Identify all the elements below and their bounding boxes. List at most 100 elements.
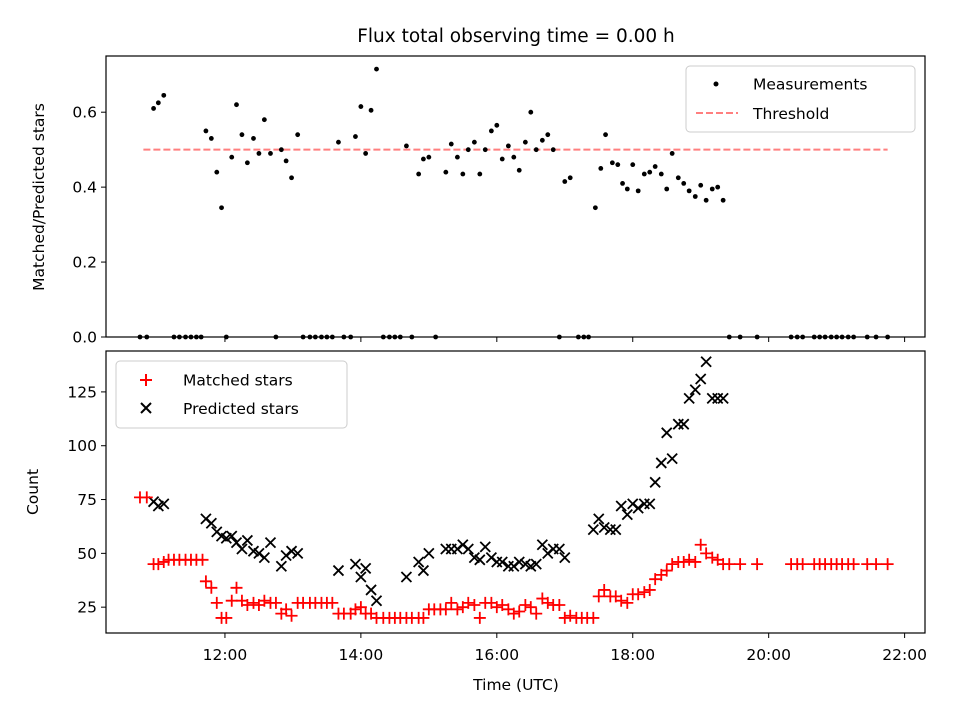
predicted-point	[615, 500, 627, 512]
measurement-point	[839, 334, 845, 340]
measurement-point	[703, 197, 709, 203]
matched-point	[592, 590, 605, 603]
measurement-point	[505, 143, 511, 149]
legend-threshold-label: Threshold	[752, 105, 829, 123]
measurement-point	[278, 147, 284, 153]
measurement-point	[137, 334, 143, 340]
predicted-point	[553, 543, 565, 555]
matched-point	[677, 555, 690, 568]
measurement-point	[885, 334, 891, 340]
measurement-point	[329, 334, 335, 340]
matched-point	[490, 601, 503, 614]
measurement-point	[477, 171, 483, 177]
matched-point	[225, 594, 238, 607]
measurement-point	[635, 188, 641, 194]
matched-point	[354, 601, 367, 614]
predicted-point	[695, 373, 707, 385]
measurement-point	[234, 102, 239, 108]
ratio-y-tick-label: 0.6	[72, 104, 97, 122]
measurement-point	[658, 171, 664, 177]
matched-point	[519, 599, 532, 612]
predicted-point	[423, 547, 435, 559]
measurement-point	[448, 141, 454, 147]
measurement-point	[562, 179, 568, 184]
measurement-point	[675, 175, 681, 181]
matched-point	[541, 596, 554, 609]
matched-point	[615, 594, 628, 607]
predicted-point	[158, 498, 170, 510]
measurement-point	[630, 162, 636, 168]
measurement-point	[845, 334, 851, 340]
matched-point	[507, 607, 520, 620]
matched-point	[280, 603, 293, 616]
ratio-y-tick-label: 0.0	[72, 329, 97, 347]
measurement-point	[567, 175, 573, 181]
measurement-point	[353, 134, 358, 139]
matched-point	[530, 607, 543, 620]
measurement-point	[817, 334, 823, 340]
measurement-point	[208, 136, 214, 141]
matched-point	[558, 611, 571, 624]
measurement-point	[454, 154, 460, 160]
measurement-point	[319, 334, 324, 340]
measurement-point	[363, 151, 369, 156]
measurement-point	[652, 164, 658, 169]
predicted-point	[285, 545, 298, 557]
measurement-point	[465, 147, 471, 153]
measurement-point	[664, 186, 670, 192]
ratio-y-axis-label: Matched/Predicted stars	[30, 103, 48, 291]
matched-point	[349, 603, 362, 616]
measurement-point	[348, 334, 354, 340]
predicted-point	[513, 556, 525, 568]
measurement-point	[726, 334, 732, 340]
x-tick-label: 16:00	[474, 646, 519, 664]
measurement-point	[336, 139, 341, 145]
measurement-point	[177, 334, 182, 340]
measurement-point	[397, 334, 403, 340]
predicted-point	[678, 418, 690, 430]
ratio-legend: Measurements Threshold	[685, 65, 916, 133]
matched-point	[847, 558, 860, 571]
measurement-point	[620, 180, 625, 186]
predicted-point	[332, 564, 345, 577]
measurement-point	[545, 132, 551, 138]
measurement-point	[307, 334, 313, 340]
matched-point	[205, 581, 218, 594]
measurement-point	[421, 156, 426, 162]
matched-point	[689, 555, 702, 568]
count-x-ticks: 12:00 14:00 16:00 18:00 20:00 22:00	[203, 633, 927, 664]
predicted-point	[474, 554, 486, 566]
measurement-point	[374, 66, 379, 72]
matched-point	[881, 558, 894, 571]
measurement-point	[592, 205, 598, 211]
measurement-point	[624, 186, 630, 192]
matched-point	[632, 588, 645, 601]
measurement-point	[692, 194, 698, 199]
measurement-point	[864, 334, 870, 340]
matched-point	[439, 603, 452, 616]
measurement-point	[494, 122, 500, 128]
measurement-point	[229, 154, 235, 160]
matched-point	[241, 599, 254, 612]
matched-point	[247, 596, 260, 609]
ratio-x-ticks	[224, 337, 906, 342]
measurement-point	[754, 334, 760, 340]
measurement-point	[471, 139, 477, 145]
matched-point	[751, 558, 764, 571]
measurement-point	[698, 182, 704, 188]
measurement-point	[155, 100, 161, 106]
measurement-point	[615, 162, 621, 168]
measurement-point	[404, 143, 409, 149]
predicted-points	[147, 356, 729, 607]
matched-point	[451, 603, 464, 616]
matched-point	[152, 558, 165, 571]
measurement-point	[499, 156, 505, 162]
matched-point	[723, 558, 736, 571]
legend-matched-label: Matched stars	[183, 372, 293, 390]
predicted-point	[359, 562, 372, 575]
measurement-point	[188, 334, 194, 340]
measurement-point	[528, 109, 534, 115]
predicted-point	[598, 521, 610, 534]
measurement-point	[800, 334, 806, 340]
predicted-point	[655, 457, 667, 469]
